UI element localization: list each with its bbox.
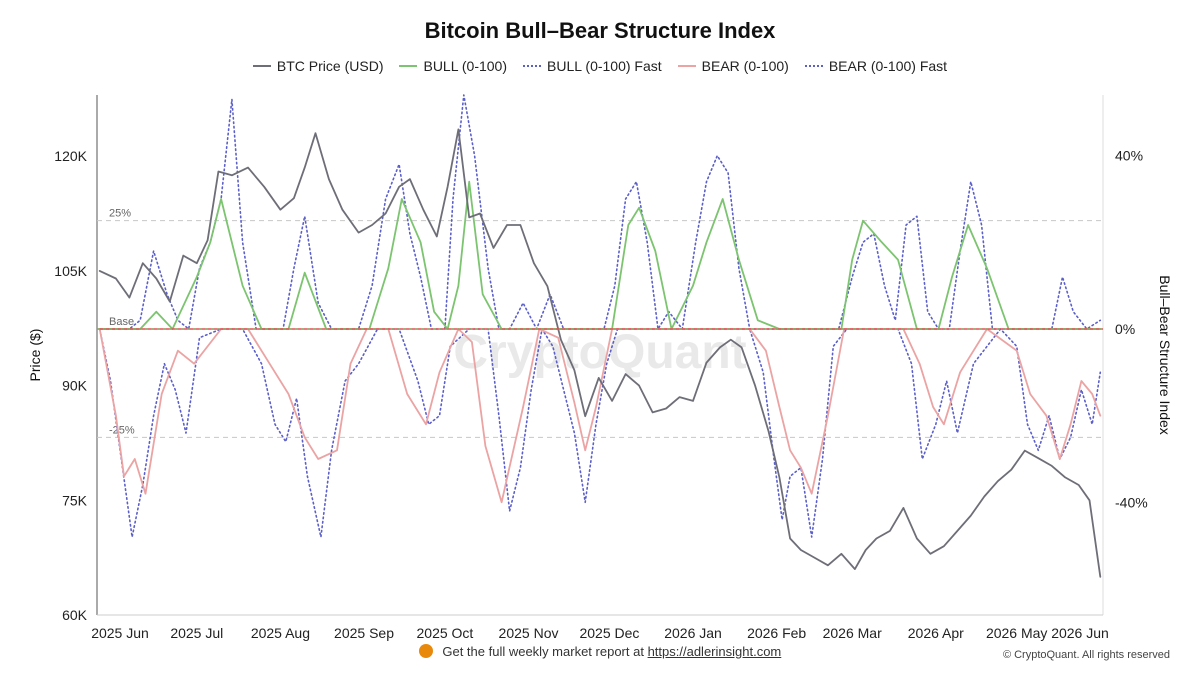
reference-line-label: -25% <box>109 424 135 436</box>
x-tick-label: 2025 Nov <box>499 625 559 641</box>
reference-line-label: Base <box>109 316 134 328</box>
legend-label: BEAR (0-100) Fast <box>828 58 948 74</box>
chart-title: Bitcoin Bull–Bear Structure Index <box>424 18 776 43</box>
legend-item[interactable]: BEAR (0-100) Fast <box>804 58 948 74</box>
legend-item[interactable]: BULL (0-100) Fast <box>523 58 662 74</box>
legend-label: BULL (0-100) Fast <box>547 58 662 74</box>
x-tick-label: 2026 Jun <box>1051 625 1109 641</box>
x-tick-label: 2025 Sep <box>334 625 394 641</box>
series-line-0 <box>98 128 1102 578</box>
legend-item[interactable]: BULL (0-100) <box>399 58 507 74</box>
footer-banner: Get the full weekly market report at htt… <box>0 644 1200 659</box>
y-tick-label: 60K <box>62 607 88 623</box>
copyright-notice: © CryptoQuant. All rights reserved <box>1002 649 1170 661</box>
series-line-3 <box>98 328 1102 504</box>
x-tick-label: 2026 Jan <box>664 625 722 641</box>
y-tick-label: 90K <box>62 378 88 394</box>
legend-label: BULL (0-100) <box>423 58 508 74</box>
legend-swatch <box>677 65 696 67</box>
legend-swatch <box>523 65 542 67</box>
legend-swatch <box>399 65 418 67</box>
y-tick-label: 105K <box>54 263 87 279</box>
footer-link[interactable]: https://adlerinsight.com <box>647 644 782 659</box>
y2-tick-label: 40% <box>1115 148 1143 164</box>
y-tick-label: 75K <box>62 492 88 508</box>
series-line-1 <box>98 180 1102 330</box>
reference-line-label: 25% <box>109 208 131 220</box>
x-tick-label: 2025 Jun <box>91 625 149 641</box>
orange-dot-icon <box>418 644 433 658</box>
x-tick-label: 2026 Apr <box>908 625 964 641</box>
legend-swatch <box>252 65 271 67</box>
x-tick-label: 2026 Mar <box>823 625 882 641</box>
y2-tick-label: 0% <box>1115 321 1135 337</box>
watermark: CryptoQuant <box>453 326 746 379</box>
x-tick-label: 2025 Dec <box>579 625 639 641</box>
y2-tick-label: -40% <box>1115 494 1148 510</box>
x-tick-label: 2025 Oct <box>417 625 474 641</box>
legend-label: BEAR (0-100) <box>701 58 789 74</box>
y-tick-label: 120K <box>54 148 87 164</box>
chart-legend: BTC Price (USD) BULL (0-100) BULL (0-100) … <box>0 58 1200 74</box>
series-line-2 <box>98 94 1102 330</box>
x-tick-label: 2025 Jul <box>170 625 223 641</box>
x-tick-label: 2025 Aug <box>251 625 310 641</box>
y-axis-title: Price ($) <box>27 329 43 382</box>
series-line-4 <box>98 328 1102 538</box>
footer-text: Get the full weekly market report at <box>442 644 644 659</box>
y2-axis-title: Bull–Bear Structure Index <box>1157 275 1173 435</box>
legend-item[interactable]: BTC Price (USD) <box>252 58 384 74</box>
legend-swatch <box>804 65 823 67</box>
legend-label: BTC Price (USD) <box>276 58 384 74</box>
legend-item[interactable]: BEAR (0-100) <box>677 58 789 74</box>
x-tick-label: 2026 Feb <box>747 625 806 641</box>
x-tick-label: 2026 May <box>986 625 1047 641</box>
